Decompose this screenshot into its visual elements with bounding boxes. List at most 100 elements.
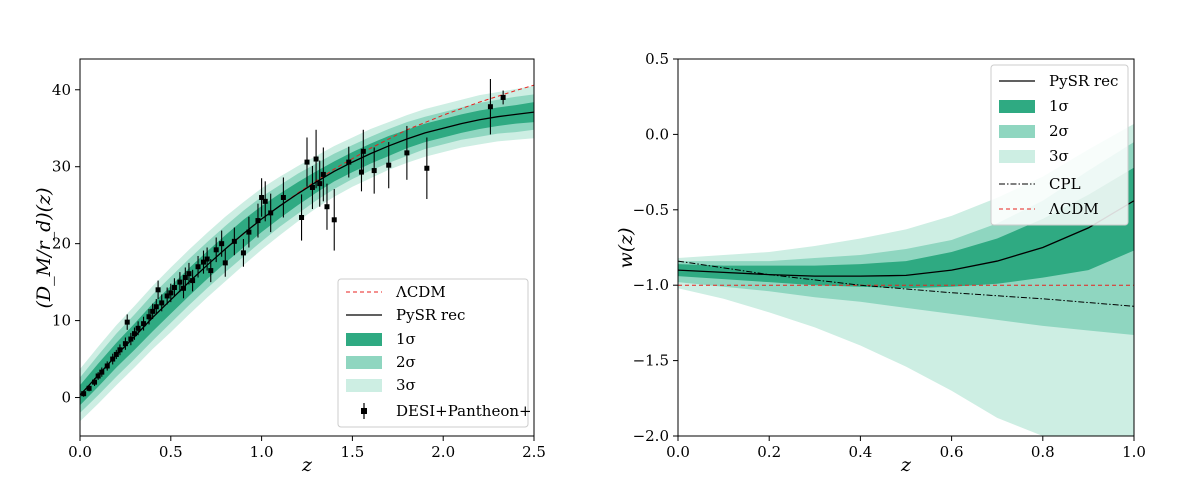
left-axes-frame (79, 58, 535, 437)
right-cpl-path (677, 260, 1135, 307)
left-legend-3sigma-swatch (346, 379, 382, 392)
data-point (168, 290, 174, 296)
left-legend-1sigma-label: 1σ (396, 330, 416, 348)
left-legend-data-label: DESI+Pantheon+ (396, 402, 532, 420)
left-xtick-label: 2.5 (522, 443, 546, 461)
data-point (313, 156, 319, 162)
right-ytick-label: 0.5 (645, 50, 669, 68)
right-ytick-label: 0.0 (645, 125, 669, 143)
right-cpl-curve (677, 260, 1135, 307)
data-point (231, 238, 237, 244)
data-point (304, 159, 310, 165)
left-ytick-label: 10 (52, 312, 71, 330)
right-legend-cpl-label: CPL (1049, 175, 1081, 193)
data-point (259, 194, 265, 200)
right-legend-1sigma-swatch (999, 100, 1035, 113)
right-x-axis-label: z (900, 454, 912, 476)
data-point (99, 369, 105, 375)
data-point (208, 268, 214, 274)
data-point (262, 198, 268, 204)
right-band-2sigma (678, 141, 1134, 335)
left-x-ticks: 0.0 0.5 1.0 1.5 2.0 2.5 (68, 436, 546, 461)
data-point (117, 347, 123, 353)
right-legend-3sigma-label: 3σ (1049, 147, 1069, 165)
right-panel-wz: 0.0 0.2 0.4 0.6 0.8 1.0 −2.0−1.5−1.0−0.50.00.… (615, 50, 1146, 476)
left-legend-2sigma-label: 2σ (396, 353, 416, 371)
left-ytick-label: 30 (52, 158, 71, 176)
data-point (186, 271, 192, 277)
data-point (122, 341, 128, 347)
data-point (299, 214, 305, 220)
data-point (181, 285, 187, 291)
right-xtick-label: 0.2 (757, 443, 781, 461)
data-point (146, 314, 152, 320)
data-point (358, 169, 364, 175)
data-point (110, 356, 116, 362)
data-point (195, 264, 201, 270)
data-point (141, 321, 147, 327)
data-point (150, 308, 156, 314)
data-point (360, 148, 366, 154)
data-point (219, 241, 225, 247)
left-legend-2sigma-swatch (346, 356, 382, 369)
data-point (371, 168, 377, 174)
left-legend-pysr-label: PySR rec (396, 306, 465, 324)
left-legend-1sigma-swatch (346, 333, 382, 346)
data-point (177, 279, 183, 285)
left-ytick-label: 20 (52, 235, 71, 253)
right-legend-3sigma-swatch (999, 150, 1035, 163)
left-x-axis-label: z (301, 454, 313, 476)
data-point (153, 304, 159, 310)
right-ytick-label: −1.0 (633, 276, 669, 294)
data-point (200, 259, 206, 265)
data-point (155, 287, 161, 293)
data-point (124, 319, 130, 325)
data-point (280, 194, 286, 200)
right-band-1sigma (678, 167, 1134, 289)
right-ytick-label: −2.0 (633, 427, 669, 445)
data-point (268, 210, 274, 216)
left-pysr-line (79, 111, 535, 396)
data-point (81, 391, 87, 397)
right-xtick-label: 0.8 (1031, 443, 1055, 461)
right-legend-2sigma-label: 2σ (1049, 122, 1069, 140)
right-xtick-label: 1.0 (1122, 443, 1146, 461)
left-xtick-label: 1.5 (340, 443, 364, 461)
data-point (164, 293, 170, 299)
data-point (240, 250, 246, 256)
left-data-points (81, 79, 506, 397)
right-pysr-curve (677, 200, 1135, 277)
data-point (404, 150, 410, 156)
left-pysr-curve (79, 111, 535, 396)
right-xtick-label: 0.6 (940, 443, 964, 461)
data-point (346, 159, 352, 165)
right-xtick-label: 0.4 (848, 443, 872, 461)
data-point (95, 373, 101, 379)
left-ytick-label: 0 (61, 389, 71, 407)
data-point (331, 217, 337, 223)
data-point (182, 275, 188, 281)
data-point (204, 256, 210, 262)
right-ytick-label: −1.5 (633, 352, 669, 370)
data-point (190, 278, 196, 284)
left-legend: ΛCDM PySR rec 1σ 2σ 3σ DESI+Pantheon+ (337, 278, 532, 428)
right-ytick-label: −0.5 (633, 201, 669, 219)
right-pysr-path (677, 200, 1135, 277)
right-x-ticks: 0.0 0.2 0.4 0.6 0.8 1.0 (666, 436, 1146, 461)
left-y-axis-label: (D_M/r_d)(z) (33, 188, 55, 309)
left-xtick-label: 2.0 (431, 443, 455, 461)
data-point (104, 363, 110, 369)
data-point (131, 331, 137, 337)
data-point (309, 184, 315, 190)
left-legend-box (337, 278, 529, 428)
data-point (500, 94, 506, 100)
left-legend-lcdm-label: ΛCDM (395, 283, 446, 301)
left-y-ticks: 0 10 20 30 40 (52, 81, 80, 407)
data-point (222, 260, 228, 266)
right-legend-2sigma-swatch (999, 125, 1035, 138)
data-point (159, 300, 165, 306)
data-point (320, 171, 326, 177)
left-legend-data-marker (361, 408, 367, 414)
right-xtick-label: 0.0 (666, 443, 690, 461)
